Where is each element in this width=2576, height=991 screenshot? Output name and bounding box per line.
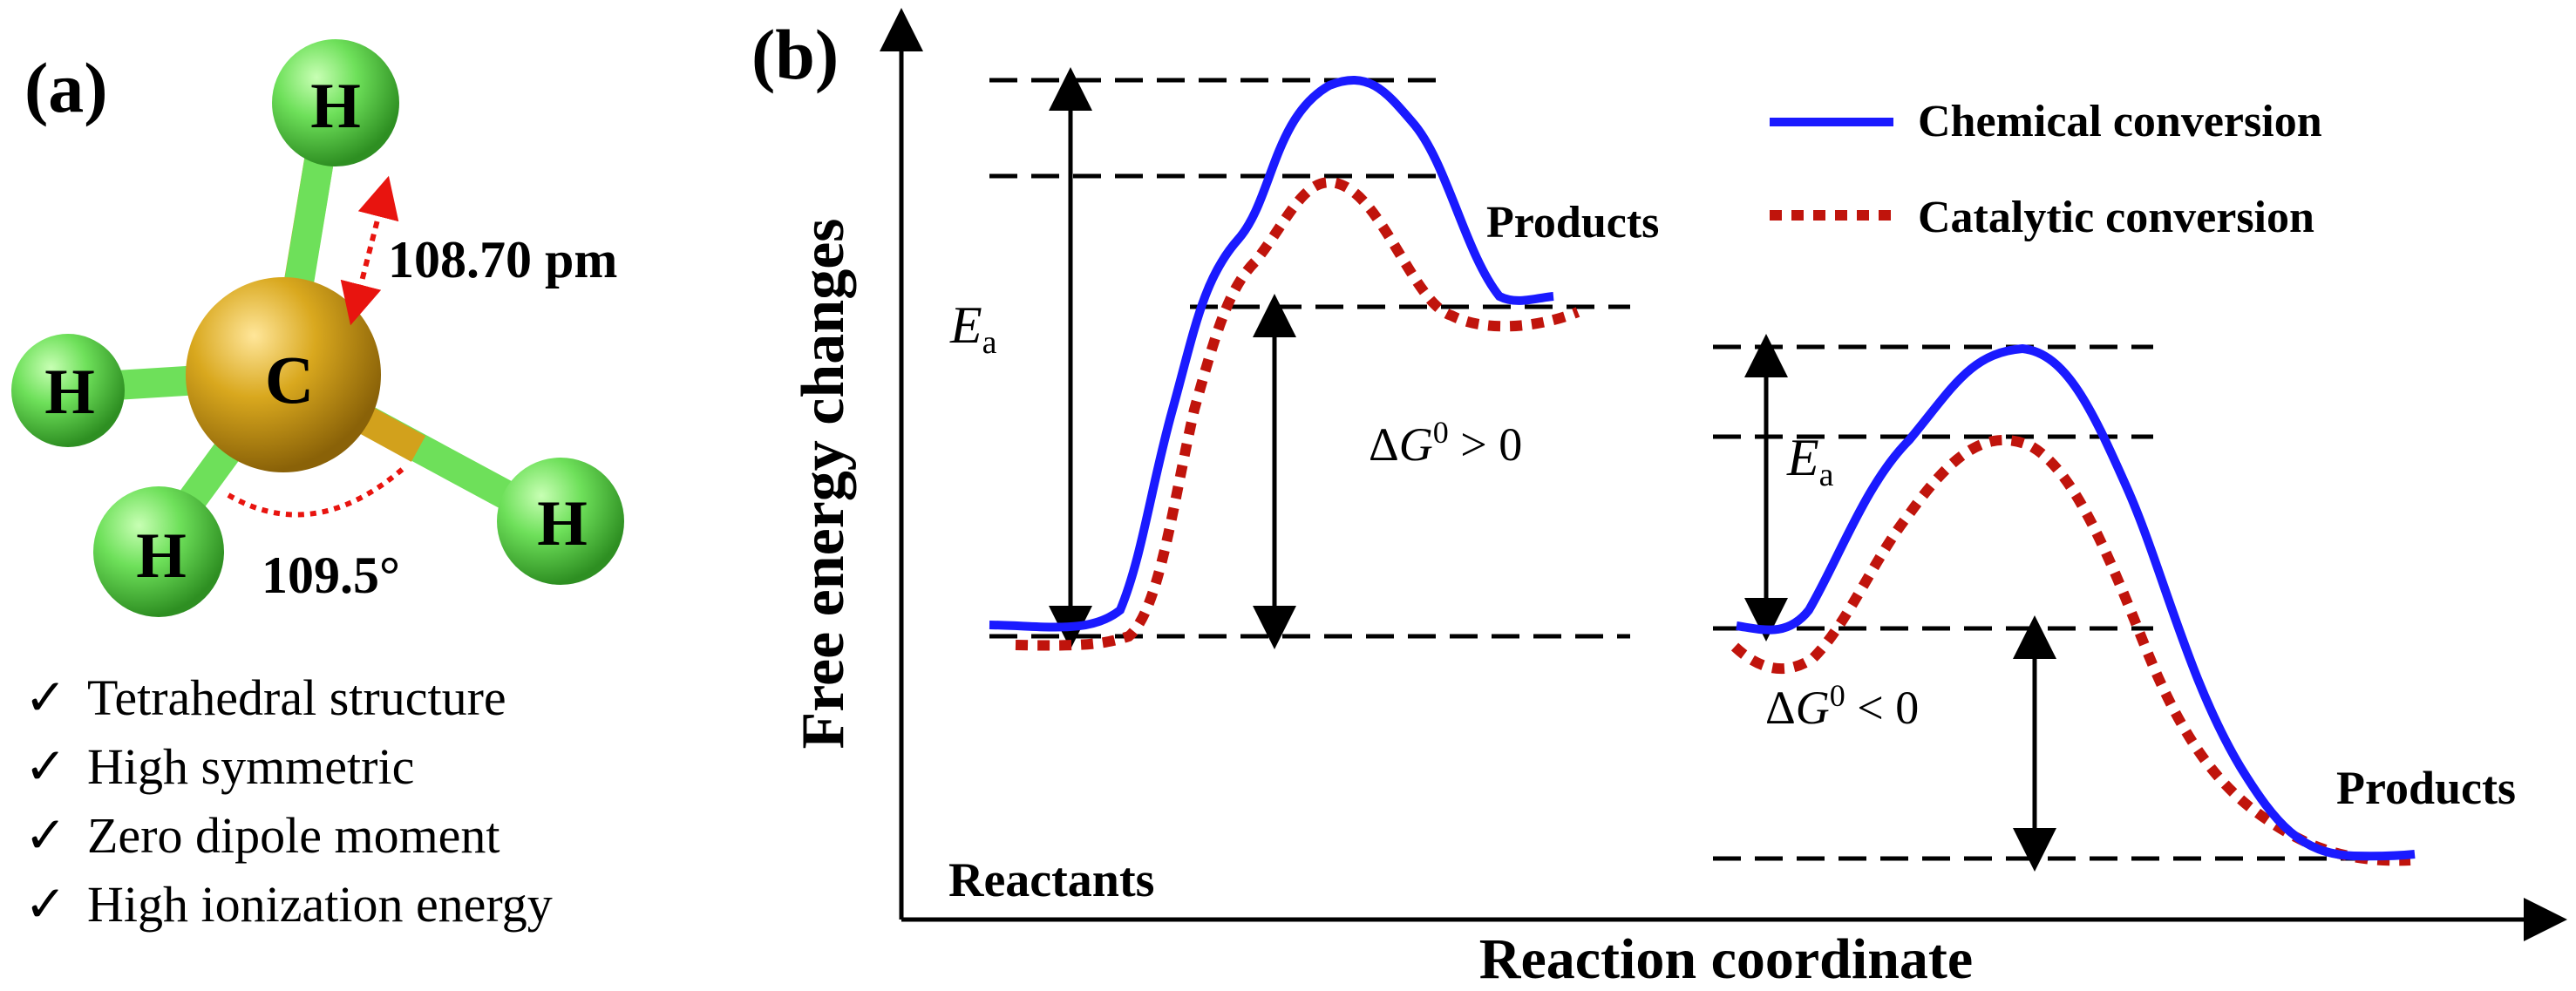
property-item: Zero dipole moment bbox=[87, 807, 500, 864]
right-energy-diagram: Products Ea ΔG0 < 0 bbox=[1713, 334, 2516, 872]
panel-b: (b) Free energy changes Reaction coordin… bbox=[751, 8, 2567, 991]
panel-a-label: (a) bbox=[24, 48, 108, 127]
left-energy-diagram: Reactants Products Ea ΔG0 > 0 bbox=[948, 67, 1659, 907]
bond-length-arrow bbox=[340, 175, 399, 326]
reactants-label: Reactants bbox=[948, 853, 1154, 907]
check-icon: ✓ bbox=[24, 876, 67, 933]
check-icon: ✓ bbox=[24, 669, 67, 726]
carbon-atom bbox=[186, 277, 381, 472]
legend-label-chemical: Chemical conversion bbox=[1918, 97, 2322, 146]
chemical-curve-left bbox=[989, 76, 1554, 632]
delta-g-prefix: Δ bbox=[1765, 682, 1796, 734]
delta-g-label-left: ΔG0 > 0 bbox=[1369, 415, 1522, 471]
check-icon: ✓ bbox=[24, 738, 67, 795]
ea-label-right: Ea bbox=[1786, 429, 1834, 493]
x-axis-label: Reaction coordinate bbox=[1479, 927, 1973, 991]
check-icon: ✓ bbox=[24, 807, 67, 864]
delta-g-relation: < 0 bbox=[1845, 682, 1919, 734]
chemical-curve-right bbox=[1736, 343, 2416, 861]
panel-b-label: (b) bbox=[751, 15, 839, 94]
property-item: Tetrahedral structure bbox=[87, 669, 506, 726]
ea-subscript: a bbox=[1819, 457, 1834, 493]
hydrogen-atom-right bbox=[497, 458, 624, 585]
ea-symbol: E bbox=[949, 296, 982, 354]
delta-g-prefix: Δ bbox=[1369, 418, 1399, 471]
ea-label-left: Ea bbox=[949, 296, 997, 361]
catalytic-curve-right bbox=[1730, 434, 2411, 866]
hydrogen-atom-left bbox=[11, 334, 125, 447]
property-item: High ionization energy bbox=[87, 876, 553, 933]
hydrogen-atom-top bbox=[272, 39, 399, 166]
bond-length-label: 108.70 pm bbox=[388, 231, 617, 288]
hydrogen-label-top: H bbox=[310, 71, 361, 142]
delta-g-relation: > 0 bbox=[1449, 418, 1522, 471]
delta-g-symbol: G bbox=[1796, 682, 1830, 734]
hydrogen-label-bottom: H bbox=[136, 520, 187, 592]
delta-g-superscript: 0 bbox=[1433, 415, 1449, 450]
bond-angle-label: 109.5° bbox=[262, 546, 400, 604]
carbon-label: C bbox=[265, 342, 314, 417]
property-list: ✓ Tetrahedral structure ✓ High symmetric… bbox=[24, 669, 553, 933]
catalytic-curve-left bbox=[1015, 177, 1580, 651]
ea-symbol: E bbox=[1786, 429, 1819, 486]
hydrogen-label-right: H bbox=[537, 488, 588, 560]
property-item: High symmetric bbox=[87, 738, 414, 795]
legend-label-catalytic: Catalytic conversion bbox=[1918, 193, 2314, 242]
bond-angle-arc bbox=[227, 466, 404, 518]
hydrogen-atom-bottom bbox=[93, 486, 224, 617]
delta-g-superscript: 0 bbox=[1830, 678, 1845, 713]
delta-g-label-right: ΔG0 < 0 bbox=[1765, 678, 1919, 734]
panel-a: (a) H H C H H 108.70 pm 109.5° ✓ bbox=[11, 39, 624, 933]
products-label-left: Products bbox=[1486, 198, 1659, 248]
ea-subscript: a bbox=[982, 324, 997, 361]
delta-g-symbol: G bbox=[1399, 418, 1433, 471]
legend: Chemical conversion Catalytic conversion bbox=[1770, 97, 2322, 242]
hydrogen-label-left: H bbox=[44, 356, 95, 428]
products-label-right: Products bbox=[2336, 762, 2516, 814]
y-axis-label: Free energy changes bbox=[790, 218, 857, 749]
